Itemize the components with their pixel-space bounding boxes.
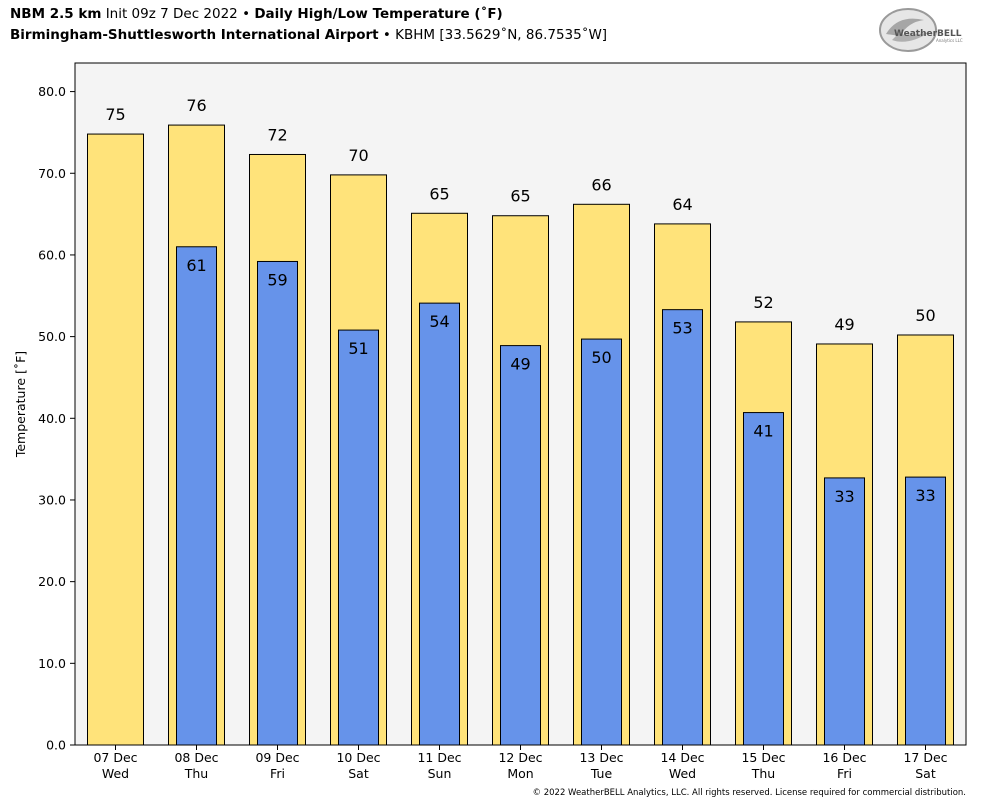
x-tick-date: 07 Dec	[93, 750, 137, 765]
y-tick-label: 30.0	[38, 492, 66, 507]
low-temperature-bar	[419, 302, 460, 746]
y-tick-label: 40.0	[38, 411, 66, 426]
model-name: NBM 2.5 km	[10, 6, 102, 22]
x-tick-date: 15 Dec	[741, 750, 785, 765]
x-tick-day: Sat	[915, 766, 936, 781]
x-tick-date: 10 Dec	[336, 750, 380, 765]
x-tick-day: Fri	[270, 766, 285, 781]
low-temperature-bar	[824, 477, 865, 746]
low-temperature-bar	[338, 329, 379, 746]
plot-frame	[74, 62, 967, 746]
high-temperature-label: 65	[510, 187, 530, 206]
high-temperature-label: 76	[186, 96, 206, 115]
x-tick-day: Tue	[590, 766, 613, 781]
high-temperature-label: 50	[915, 306, 935, 325]
weatherbell-logo: WeatherBELL Analytics LLC	[879, 8, 963, 52]
low-temperature-label: 41	[753, 422, 773, 441]
x-tick-date: 08 Dec	[174, 750, 218, 765]
low-temperature-bar	[743, 412, 784, 746]
bars: 75 76 61 72 59 70 51 65 54 65 49 66 50 64 53 52 41 49 33 50…	[87, 96, 954, 746]
y-tick-label: 20.0	[38, 574, 66, 589]
chart-title-line-1: NBM 2.5 km Init 09z 7 Dec 2022 • Daily H…	[10, 6, 503, 22]
low-temperature-label: 59	[267, 270, 287, 289]
y-axis-label: Temperature [˚F]	[13, 351, 28, 458]
separator: •	[242, 6, 251, 22]
x-tick-day: Mon	[507, 766, 533, 781]
separator: •	[382, 27, 391, 43]
high-temperature-label: 49	[834, 315, 854, 334]
x-tick-date: 11 Dec	[417, 750, 461, 765]
high-temperature-label: 66	[591, 175, 611, 194]
y-tick-label: 50.0	[38, 329, 66, 344]
low-temperature-label: 54	[429, 312, 449, 331]
station-info: KBHM [33.5629˚N, 86.7535˚W]	[395, 27, 608, 43]
high-temperature-label: 72	[267, 125, 287, 144]
station-name: Birmingham-Shuttlesworth International A…	[10, 27, 379, 43]
x-tick-day: Fri	[837, 766, 852, 781]
y-tick-label: 80.0	[38, 84, 66, 99]
high-temperature-label: 65	[429, 184, 449, 203]
x-tick-date: 13 Dec	[579, 750, 623, 765]
logo-text: WeatherBELL	[894, 29, 962, 39]
x-tick-date: 16 Dec	[822, 750, 866, 765]
copyright-text: © 2022 WeatherBELL Analytics, LLC. All r…	[532, 788, 966, 798]
low-temperature-bar	[905, 476, 946, 746]
x-tick-date: 09 Dec	[255, 750, 299, 765]
y-axis: 0.0 10.0 20.0 30.0 40.0 50.0 60.0 70.0 80.0	[38, 84, 75, 753]
low-temperature-bar	[500, 345, 541, 746]
low-temperature-label: 51	[348, 339, 368, 358]
y-tick-label: 10.0	[38, 656, 66, 671]
low-temperature-label: 53	[672, 319, 692, 338]
low-temperature-label: 50	[591, 348, 611, 367]
chart-title-line-2: Birmingham-Shuttlesworth International A…	[10, 27, 607, 43]
low-temperature-label: 33	[915, 486, 935, 505]
y-tick-label: 60.0	[38, 247, 66, 262]
high-temperature-bar	[87, 133, 144, 746]
x-tick-day: Wed	[102, 766, 129, 781]
y-tick-label: 0.0	[46, 738, 66, 753]
x-tick-day: Thu	[751, 766, 775, 781]
low-temperature-bar	[176, 246, 217, 746]
low-temperature-bar	[662, 309, 703, 746]
low-temperature-label: 49	[510, 355, 530, 374]
x-tick-date: 14 Dec	[660, 750, 704, 765]
x-tick-day: Thu	[184, 766, 208, 781]
low-temperature-bar	[257, 260, 298, 746]
high-temperature-label: 75	[105, 105, 125, 124]
low-temperature-label: 61	[186, 256, 206, 275]
high-temperature-label: 52	[753, 293, 773, 312]
x-tick-day: Sun	[428, 766, 452, 781]
chart-title: Daily High/Low Temperature (˚F)	[254, 6, 503, 22]
x-tick-date: 12 Dec	[498, 750, 542, 765]
logo-subtext: Analytics LLC	[936, 38, 963, 43]
x-tick-day: Wed	[669, 766, 696, 781]
low-temperature-bar	[581, 338, 622, 746]
x-tick-date: 17 Dec	[903, 750, 947, 765]
high-temperature-label: 64	[672, 195, 692, 214]
high-temperature-label: 70	[348, 146, 368, 165]
init-time: Init 09z 7 Dec 2022	[105, 6, 238, 22]
y-tick-label: 70.0	[38, 166, 66, 181]
low-temperature-label: 33	[834, 487, 854, 506]
x-tick-day: Sat	[348, 766, 369, 781]
